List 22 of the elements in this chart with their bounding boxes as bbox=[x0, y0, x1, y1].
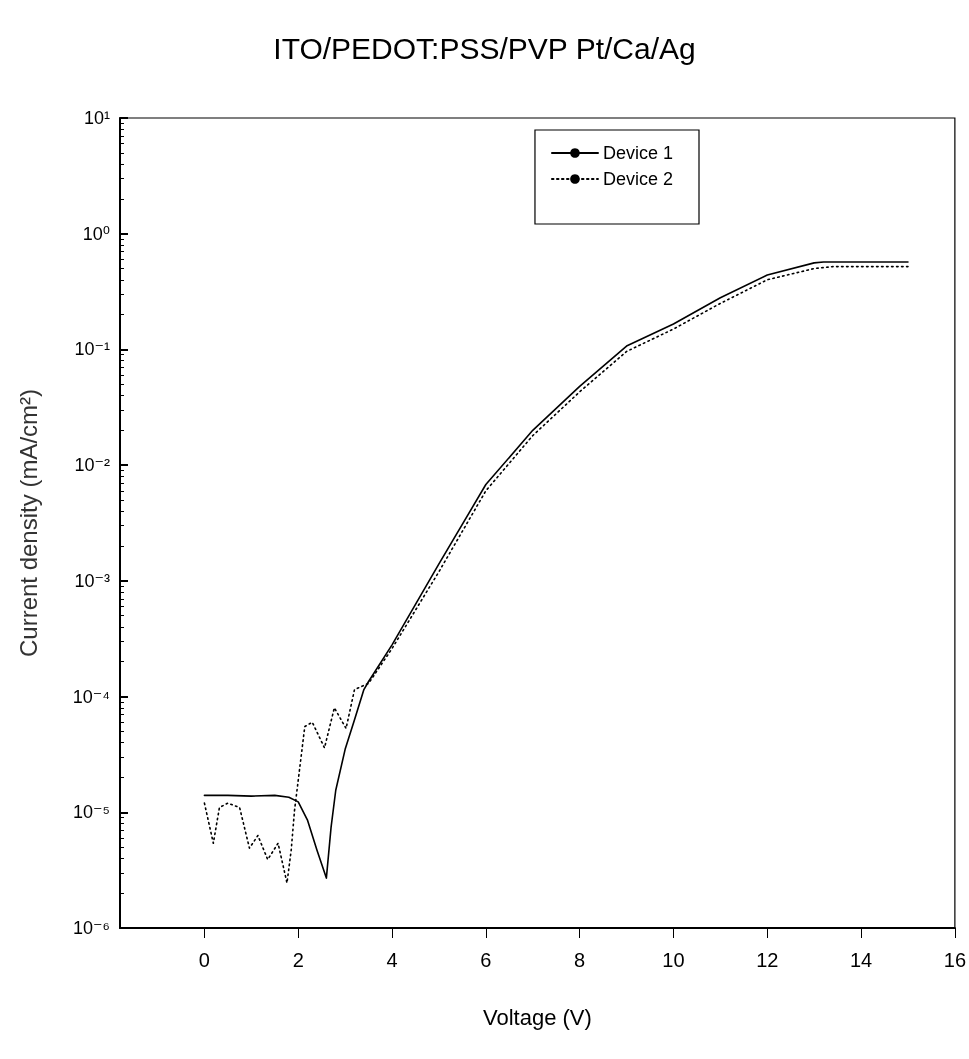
x-tick-label: 6 bbox=[480, 949, 492, 971]
y-tick-label: 10⁻³ bbox=[74, 570, 110, 591]
x-tick-label: 4 bbox=[386, 949, 398, 971]
y-tick-label: 10⁰ bbox=[82, 223, 110, 244]
y-tick-label: 10¹ bbox=[83, 108, 111, 128]
legend-label: Device 1 bbox=[602, 143, 673, 163]
y-tick-label: 10⁻⁵ bbox=[73, 802, 110, 823]
x-tick-label: 16 bbox=[943, 949, 966, 971]
y-tick-label: 10⁻² bbox=[74, 455, 110, 476]
y-tick-label: 10⁻¹ bbox=[74, 339, 110, 360]
y-tick-label: 10⁻⁴ bbox=[72, 686, 110, 707]
x-tick-label: 8 bbox=[574, 949, 586, 971]
x-axis-title: Voltage (V) bbox=[483, 1004, 592, 1030]
x-tick-label: 2 bbox=[292, 949, 304, 971]
x-tick-label: 10 bbox=[662, 949, 685, 971]
y-tick-label: 10⁻⁶ bbox=[73, 918, 110, 938]
y-axis-title: Current density (mA/cm²) bbox=[14, 388, 42, 658]
x-tick-label: 0 bbox=[198, 949, 210, 971]
x-tick-label: 12 bbox=[756, 949, 779, 971]
x-tick-label: 14 bbox=[849, 949, 873, 971]
chart-title: ITO/PEDOT:PSS/PVP Pt/Ca/Ag bbox=[273, 31, 696, 65]
legend-label: Device 2 bbox=[602, 169, 673, 189]
